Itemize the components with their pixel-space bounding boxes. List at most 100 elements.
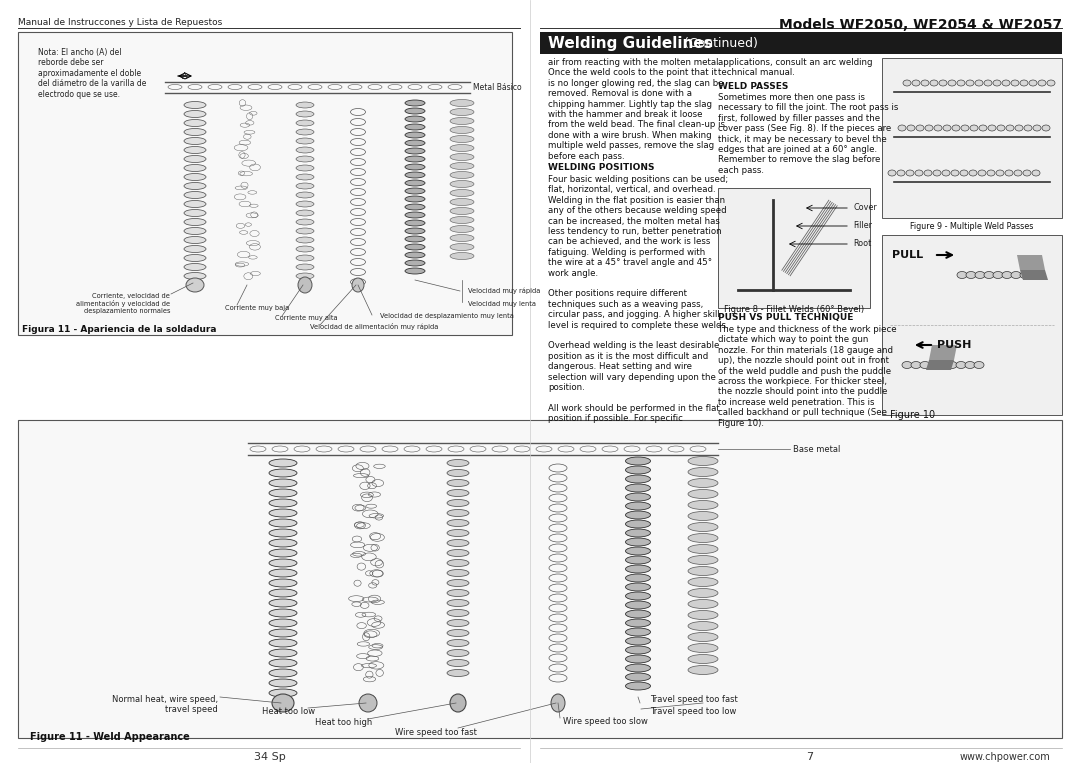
Ellipse shape xyxy=(296,111,314,117)
Ellipse shape xyxy=(405,164,426,170)
Ellipse shape xyxy=(625,556,650,564)
Ellipse shape xyxy=(921,80,929,86)
Ellipse shape xyxy=(405,100,426,106)
Ellipse shape xyxy=(625,637,650,645)
Ellipse shape xyxy=(975,272,985,278)
Ellipse shape xyxy=(1029,80,1037,86)
Ellipse shape xyxy=(184,137,206,144)
Ellipse shape xyxy=(447,669,469,677)
Text: Velocidad muy rápida: Velocidad muy rápida xyxy=(468,288,540,295)
Ellipse shape xyxy=(688,600,718,609)
Ellipse shape xyxy=(269,539,297,547)
Ellipse shape xyxy=(450,189,474,197)
Ellipse shape xyxy=(939,362,948,369)
Ellipse shape xyxy=(447,459,469,466)
Ellipse shape xyxy=(951,125,960,131)
Ellipse shape xyxy=(688,533,718,542)
Ellipse shape xyxy=(688,511,718,520)
Ellipse shape xyxy=(296,120,314,126)
Ellipse shape xyxy=(943,125,951,131)
Ellipse shape xyxy=(405,220,426,226)
Ellipse shape xyxy=(296,237,314,243)
Ellipse shape xyxy=(405,188,426,194)
Bar xyxy=(18,420,1062,738)
Ellipse shape xyxy=(296,264,314,270)
Ellipse shape xyxy=(988,125,996,131)
Ellipse shape xyxy=(625,565,650,573)
Ellipse shape xyxy=(956,362,966,369)
Bar xyxy=(882,58,1062,218)
Ellipse shape xyxy=(450,153,474,160)
Ellipse shape xyxy=(688,643,718,652)
Ellipse shape xyxy=(948,80,956,86)
Ellipse shape xyxy=(269,609,297,617)
Text: Figura 11 - Apariencia de la soldadura: Figura 11 - Apariencia de la soldadura xyxy=(22,325,216,334)
Ellipse shape xyxy=(996,170,1004,176)
Text: A: A xyxy=(183,72,188,81)
Ellipse shape xyxy=(450,234,474,242)
Ellipse shape xyxy=(405,172,426,178)
Ellipse shape xyxy=(405,212,426,218)
Ellipse shape xyxy=(625,619,650,627)
Ellipse shape xyxy=(688,456,718,465)
Ellipse shape xyxy=(296,183,314,189)
Ellipse shape xyxy=(688,566,718,575)
Ellipse shape xyxy=(272,694,294,712)
Text: Heat too high: Heat too high xyxy=(315,718,373,727)
Ellipse shape xyxy=(888,170,896,176)
Ellipse shape xyxy=(625,646,650,654)
Ellipse shape xyxy=(450,217,474,224)
Ellipse shape xyxy=(688,578,718,587)
Text: PUSH VS PULL TECHNIQUE: PUSH VS PULL TECHNIQUE xyxy=(718,313,853,322)
Ellipse shape xyxy=(296,255,314,261)
Ellipse shape xyxy=(957,80,966,86)
Ellipse shape xyxy=(447,490,469,497)
Ellipse shape xyxy=(625,592,650,600)
Ellipse shape xyxy=(625,529,650,537)
Ellipse shape xyxy=(298,277,312,293)
Ellipse shape xyxy=(184,173,206,181)
Ellipse shape xyxy=(269,459,297,467)
Ellipse shape xyxy=(447,559,469,566)
Ellipse shape xyxy=(897,170,905,176)
Text: Sometimes more then one pass is
necessary to fill the joint. The root pass is
fi: Sometimes more then one pass is necessar… xyxy=(718,93,899,175)
Ellipse shape xyxy=(912,362,921,369)
Ellipse shape xyxy=(269,669,297,677)
Text: applications, consult an arc welding
technical manual.: applications, consult an arc welding tec… xyxy=(718,58,873,77)
Text: Velocidad de alimentación muy rápida: Velocidad de alimentación muy rápida xyxy=(310,323,438,330)
Ellipse shape xyxy=(450,127,474,134)
Ellipse shape xyxy=(447,530,469,536)
Ellipse shape xyxy=(269,649,297,657)
Text: Travel speed too low: Travel speed too low xyxy=(650,707,737,716)
Ellipse shape xyxy=(970,125,978,131)
Ellipse shape xyxy=(269,599,297,607)
Ellipse shape xyxy=(184,165,206,172)
Ellipse shape xyxy=(450,172,474,179)
Ellipse shape xyxy=(688,555,718,565)
Ellipse shape xyxy=(625,520,650,528)
Ellipse shape xyxy=(405,260,426,266)
Ellipse shape xyxy=(447,649,469,656)
Ellipse shape xyxy=(688,545,718,553)
Ellipse shape xyxy=(924,170,932,176)
Ellipse shape xyxy=(688,588,718,597)
Text: Figure 9 - Multiple Weld Passes: Figure 9 - Multiple Weld Passes xyxy=(910,222,1034,231)
Ellipse shape xyxy=(625,457,650,465)
Polygon shape xyxy=(1020,270,1048,280)
Text: Manual de Instruccones y Lista de Repuestos: Manual de Instruccones y Lista de Repues… xyxy=(18,18,222,27)
Ellipse shape xyxy=(296,192,314,198)
Ellipse shape xyxy=(184,101,206,108)
Ellipse shape xyxy=(405,236,426,242)
Ellipse shape xyxy=(296,138,314,144)
Ellipse shape xyxy=(688,655,718,664)
Text: Figure 8 - Fillet Welds (60° Bevel): Figure 8 - Fillet Welds (60° Bevel) xyxy=(724,305,864,314)
Ellipse shape xyxy=(966,362,975,369)
Ellipse shape xyxy=(1015,125,1023,131)
Ellipse shape xyxy=(625,601,650,609)
Ellipse shape xyxy=(447,479,469,487)
Ellipse shape xyxy=(987,170,995,176)
Ellipse shape xyxy=(1042,125,1050,131)
Ellipse shape xyxy=(447,620,469,626)
Ellipse shape xyxy=(296,156,314,162)
Text: Heat too low: Heat too low xyxy=(262,707,315,716)
